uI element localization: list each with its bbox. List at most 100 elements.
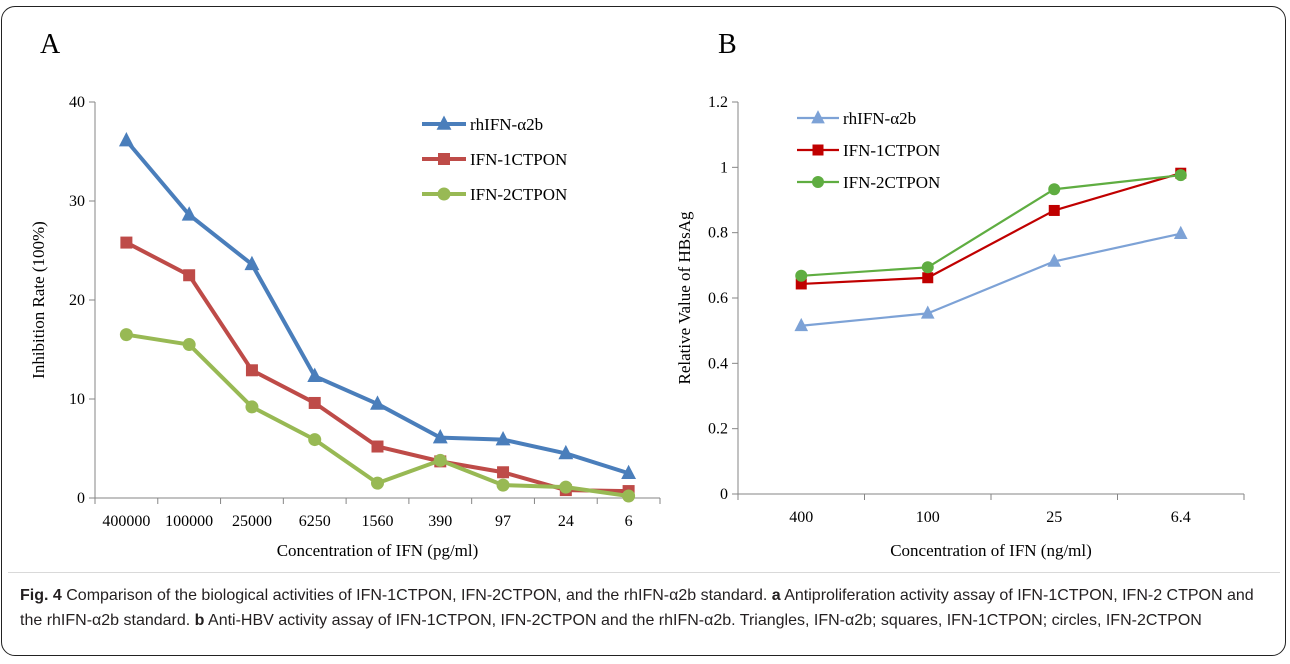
legend-entry: IFN-2CTPON <box>797 173 940 192</box>
x-tick-label: 390 <box>428 513 452 530</box>
data-point <box>496 478 510 492</box>
series-line <box>801 174 1181 277</box>
legend-label: rhIFN-α2b <box>470 115 543 134</box>
data-point <box>120 236 133 249</box>
legend-label: rhIFN-α2b <box>843 109 916 128</box>
panel-b-chart: 0 0.2 0.4 0.6 0.8 1 1.2 400 100 25 6.4 Concentratio… <box>675 94 1245 560</box>
x-tick-label: 6 <box>625 513 633 530</box>
data-point <box>308 396 321 409</box>
data-point <box>622 489 636 503</box>
data-point <box>119 328 133 342</box>
data-point <box>795 278 807 290</box>
caption-divider <box>8 572 1280 573</box>
legend-entry: IFN-1CTPON <box>797 141 940 160</box>
series-line <box>125 240 629 494</box>
y-tick-label: 40 <box>69 94 85 111</box>
series-circle <box>795 169 1187 282</box>
series-line <box>801 232 1181 327</box>
y-tick-label: 20 <box>69 292 85 309</box>
data-point <box>371 476 384 490</box>
y-tick-label: 1 <box>720 159 728 176</box>
figure-caption: Fig. 4 Comparison of the biological acti… <box>20 583 1270 633</box>
x-tick-label: 25 <box>1046 509 1062 526</box>
legend-entry: IFN-2CTPON <box>422 185 567 204</box>
data-point <box>183 269 196 282</box>
y-tick-label: 0 <box>720 486 728 503</box>
legend-marker <box>812 176 824 188</box>
y-axis-title: Inhibition Rate (100%) <box>29 221 48 379</box>
data-point <box>795 269 808 282</box>
data-point <box>433 453 447 467</box>
figure-frame <box>1 6 1286 656</box>
data-point <box>794 317 809 332</box>
x-tick-label: 6.4 <box>1171 509 1191 526</box>
x-axis-title: Concentration of IFN (pg/ml) <box>277 541 479 560</box>
caption-a-text: Antiproliferation activity assay of IFN-… <box>20 587 1254 629</box>
data-point <box>371 440 384 453</box>
data-point <box>181 206 197 221</box>
legend-label: IFN-1CTPON <box>843 141 940 160</box>
panel-a-letter: A <box>40 29 61 60</box>
data-point <box>370 395 385 410</box>
data-point <box>922 272 934 284</box>
x-tick-label: 6250 <box>299 513 331 530</box>
data-point <box>1174 169 1187 182</box>
legend-label: IFN-2CTPON <box>843 173 940 192</box>
y-axis-title: Relative Value of HBsAg <box>675 211 694 384</box>
legend-entry: rhIFN-α2b <box>797 109 916 128</box>
data-point <box>1047 253 1062 267</box>
y-tick-label: 0.6 <box>708 290 728 307</box>
series-square <box>120 236 635 498</box>
caption-b-text: Anti-HBV activity assay of IFN-1CTPON, I… <box>208 612 1202 629</box>
data-point <box>182 338 196 352</box>
y-tick-label: 10 <box>69 391 85 408</box>
data-point <box>558 444 574 460</box>
x-tick-label: 25000 <box>232 513 272 530</box>
series-triangle <box>794 225 1188 332</box>
data-point <box>244 255 260 271</box>
panel-b-letter: B <box>718 29 737 60</box>
data-point <box>307 367 323 383</box>
y-tick-label: 1.2 <box>708 94 728 111</box>
legend-entry: rhIFN-α2b <box>422 115 543 134</box>
x-tick-label: 1560 <box>362 513 394 530</box>
data-point <box>245 400 259 414</box>
series-circle <box>119 328 636 503</box>
series-triangle <box>118 132 637 480</box>
x-tick-label: 400000 <box>102 513 150 530</box>
caption-b-label: b <box>194 612 205 629</box>
series-line <box>801 172 1182 286</box>
x-tick-label: 100 <box>916 509 940 526</box>
data-point <box>308 433 322 447</box>
x-tick-label: 24 <box>558 513 574 530</box>
y-tick-label: 0.2 <box>708 421 728 438</box>
caption-fig-label: Fig. 4 <box>20 587 62 604</box>
data-point <box>1048 183 1061 196</box>
data-point <box>495 431 511 446</box>
x-tick-label: 100000 <box>165 513 213 530</box>
data-point <box>118 132 134 147</box>
data-point <box>497 466 510 479</box>
legend-label: IFN-1CTPON <box>470 150 567 169</box>
x-tick-label: 97 <box>495 513 511 530</box>
data-point <box>1048 204 1060 216</box>
legend-marker <box>812 144 824 156</box>
y-tick-label: 0.8 <box>708 225 728 242</box>
data-point <box>1173 225 1188 239</box>
data-point <box>245 364 258 377</box>
caption-a-label: a <box>771 587 781 604</box>
legend-marker <box>436 115 452 130</box>
data-point <box>559 480 573 494</box>
x-tick-label: 400 <box>789 509 813 526</box>
x-axis-title: Concentration of IFN (ng/ml) <box>890 541 1092 560</box>
y-tick-label: 0 <box>77 490 85 507</box>
y-tick-label: 0.4 <box>708 355 728 372</box>
data-point <box>921 261 934 274</box>
caption-main: Comparison of the biological activities … <box>66 587 768 604</box>
legend-marker <box>438 153 450 165</box>
data-point <box>432 429 448 444</box>
data-point <box>920 305 935 319</box>
data-point <box>621 464 637 480</box>
legend-marker <box>437 187 451 201</box>
